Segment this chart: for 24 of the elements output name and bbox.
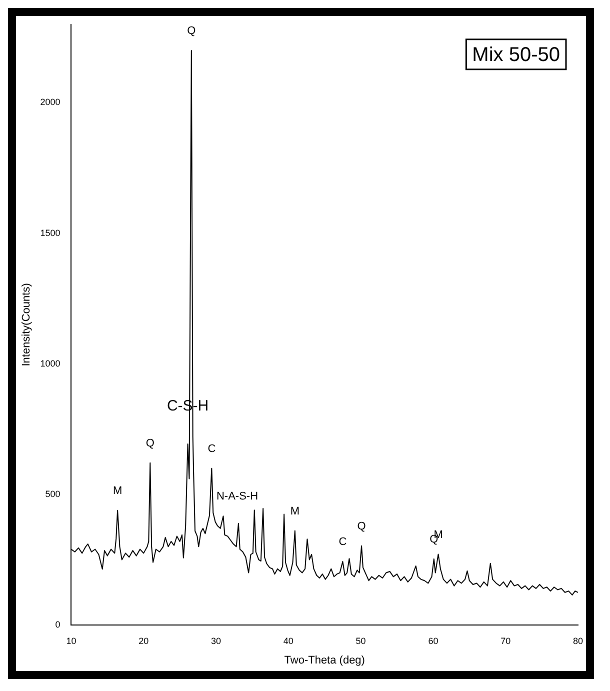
x-tick-label: 60 (428, 636, 438, 646)
annotation: Q (187, 25, 196, 38)
annotation: Q (146, 437, 155, 450)
x-tick-label: 50 (356, 636, 366, 646)
annotation: C (208, 442, 216, 455)
y-tick-label: 1500 (40, 228, 60, 238)
y-axis-title: Intensity(Counts) (20, 283, 33, 366)
x-tick-label: 30 (211, 636, 222, 646)
x-tick-label: 20 (138, 636, 149, 646)
annotation: M (290, 505, 300, 518)
annotation: Mix 50-50 (472, 44, 560, 66)
x-tick-label: 10 (66, 636, 76, 646)
y-tick-label: 2000 (40, 97, 60, 108)
annotation: M (112, 484, 122, 497)
annotation: N-A-S-H (216, 490, 258, 503)
y-tick-label: 0 (55, 619, 60, 630)
x-tick-label: 70 (500, 636, 511, 646)
y-tick-label: 1000 (40, 358, 60, 368)
annotation: Q (357, 520, 366, 532)
x-tick-label: 80 (572, 636, 583, 646)
x-axis-title: Two-Theta (deg) (284, 654, 365, 666)
annotation: C (338, 536, 347, 548)
x-tick-label: 40 (283, 636, 294, 646)
y-tick-label: 500 (45, 488, 60, 499)
